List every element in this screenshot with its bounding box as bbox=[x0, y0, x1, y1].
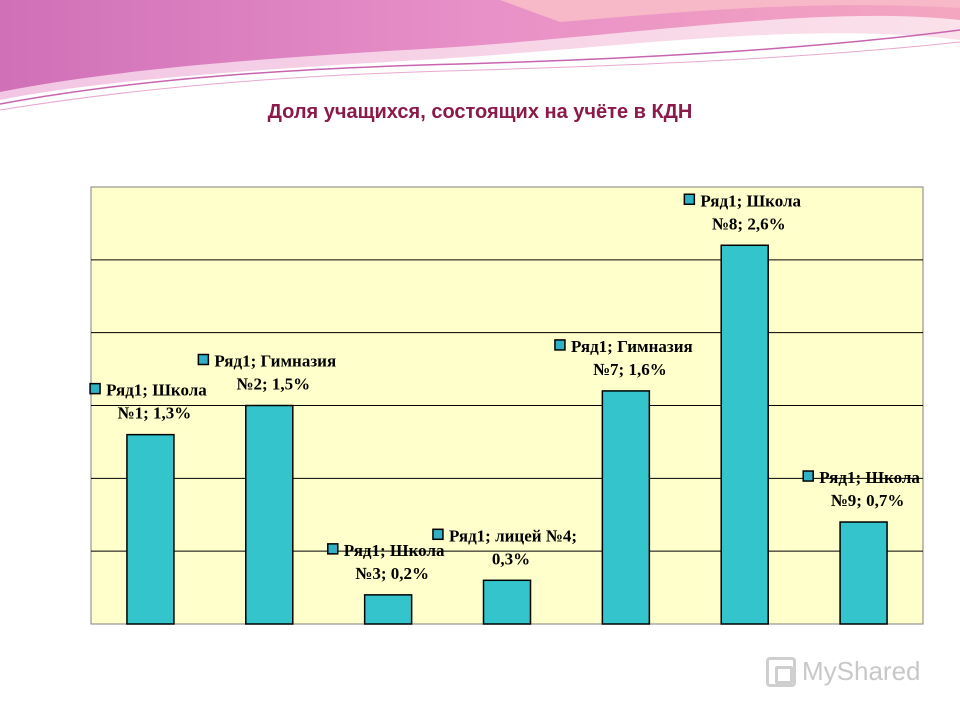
legend-key-marker bbox=[327, 543, 339, 555]
header-wave-line-2 bbox=[0, 41, 960, 111]
data-label-line2: №1; 1,3% bbox=[118, 404, 192, 423]
data-label-6: Ряд1; Школа №8; 2,6% bbox=[683, 191, 802, 233]
data-label-7: Ряд1; Школа №9; 0,7% bbox=[802, 468, 920, 510]
data-label-line2: №7; 1,6% bbox=[593, 360, 667, 379]
data-label-line2: №9; 0,7% bbox=[831, 491, 905, 510]
legend-key-marker bbox=[802, 470, 814, 482]
legend-key-marker bbox=[197, 353, 210, 366]
header-wave-pink bbox=[500, 0, 960, 22]
data-label-line1: Ряд1; Гимназия bbox=[214, 352, 336, 371]
bar-7 bbox=[839, 521, 888, 625]
watermark-text: MyShared bbox=[802, 656, 921, 686]
data-label-4: Ряд1; лицей №4; 0,3% bbox=[432, 526, 577, 568]
legend-key-marker bbox=[554, 339, 566, 351]
bars bbox=[126, 244, 888, 625]
data-label-line1: Ряд1; Школа bbox=[344, 541, 445, 560]
bar-4 bbox=[482, 579, 532, 625]
legend-key-marker bbox=[432, 528, 444, 541]
bar-6 bbox=[720, 244, 769, 625]
bar-2 bbox=[245, 404, 294, 625]
watermark: MyShared bbox=[766, 656, 921, 687]
bar-3 bbox=[363, 594, 413, 625]
data-label-3: Ряд1; Школа №3; 0,2% bbox=[327, 541, 445, 583]
data-label-5: Ряд1; Гимназия №7; 1,6% bbox=[554, 337, 693, 379]
data-label-line1: Ряд1; Школа bbox=[819, 468, 920, 487]
data-labels: Ряд1; Школа №1; 1,3% Ряд1; Гимназия №2; 1,5… bbox=[89, 191, 920, 583]
legend-key-marker bbox=[683, 193, 696, 206]
data-label-line1: Ряд1; Школа bbox=[106, 381, 207, 400]
data-label-line2: №3; 0,2% bbox=[355, 564, 429, 583]
bar-1 bbox=[126, 433, 175, 625]
data-label-2: Ряд1; Гимназия №2; 1,5% bbox=[197, 352, 336, 394]
data-label-1: Ряд1; Школа №1; 1,3% bbox=[89, 381, 207, 423]
myshared-logo-icon bbox=[766, 656, 796, 687]
data-label-line1: Ряд1; Школа bbox=[700, 191, 801, 210]
chart-title: Доля учащихся, состоящих на учёте в КДН bbox=[267, 101, 693, 123]
data-label-line1: Ряд1; Гимназия bbox=[571, 337, 693, 356]
data-label-line2: 0,3% bbox=[492, 549, 530, 568]
data-label-line2: №2; 1,5% bbox=[236, 375, 310, 394]
legend-key-marker bbox=[89, 382, 101, 395]
header-wave-line bbox=[0, 29, 960, 105]
data-label-line2: №8; 2,6% bbox=[712, 214, 786, 233]
data-label-line1: Ряд1; лицей №4; bbox=[449, 526, 577, 545]
header-wave-dark bbox=[0, 0, 960, 92]
gridlines bbox=[91, 259, 923, 552]
bar-5 bbox=[601, 390, 651, 625]
